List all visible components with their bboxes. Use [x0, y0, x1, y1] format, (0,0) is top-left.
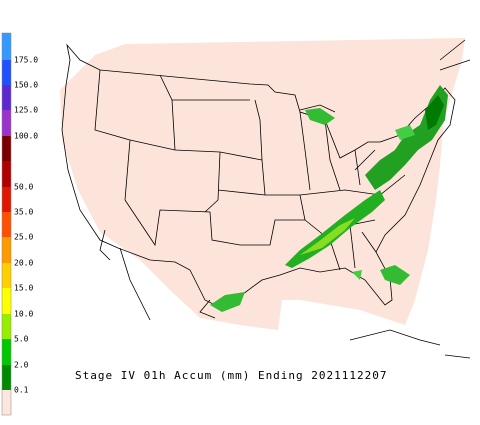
legend-band [2, 60, 11, 85]
legend-band [2, 288, 11, 314]
legend-band [2, 33, 11, 60]
legend-band [2, 390, 11, 415]
legend-label: 175.0 [14, 56, 38, 65]
legend-band [2, 237, 11, 263]
legend-labels: 175.0 150.0 125.0 100.0 50.0 35.0 25.0 20.0 15.0… [14, 56, 38, 395]
legend-label: 25.0 [14, 233, 33, 242]
legend-band [2, 110, 11, 136]
legend-label: 20.0 [14, 259, 33, 268]
legend-label: 10.0 [14, 310, 33, 319]
rain-cell [210, 292, 245, 312]
legend-label: 100.0 [14, 132, 38, 141]
legend-frame [1, 32, 12, 416]
rain-cell [395, 125, 415, 140]
legend-label: 35.0 [14, 208, 33, 217]
legend-label: 2.0 [14, 361, 29, 370]
rain-cell [352, 270, 362, 280]
map-title: Stage IV 01h Accum (mm) Ending 202111220… [75, 369, 388, 382]
legend-band [2, 263, 11, 288]
rain-cell [305, 108, 335, 125]
legend-label: 5.0 [14, 335, 29, 344]
map [60, 38, 471, 359]
legend-band [2, 187, 11, 212]
rain-core [300, 218, 355, 255]
legend-label: 150.0 [14, 81, 38, 90]
rain-core [425, 95, 444, 130]
precipitation [210, 85, 448, 312]
legend-label: 0.1 [14, 386, 29, 395]
legend-band [2, 365, 11, 390]
coverage-area [60, 38, 465, 330]
legend-label: 50.0 [14, 183, 33, 192]
legend-band [2, 85, 11, 110]
legend-bar [1, 32, 12, 416]
legend-label: 15.0 [14, 284, 33, 293]
legend-band [2, 161, 11, 187]
legend-band [2, 339, 11, 365]
legend-band [2, 212, 11, 237]
legend-band [2, 314, 11, 339]
rain-cell [380, 265, 410, 285]
legend-label: 125.0 [14, 106, 38, 115]
legend-band [2, 136, 11, 161]
